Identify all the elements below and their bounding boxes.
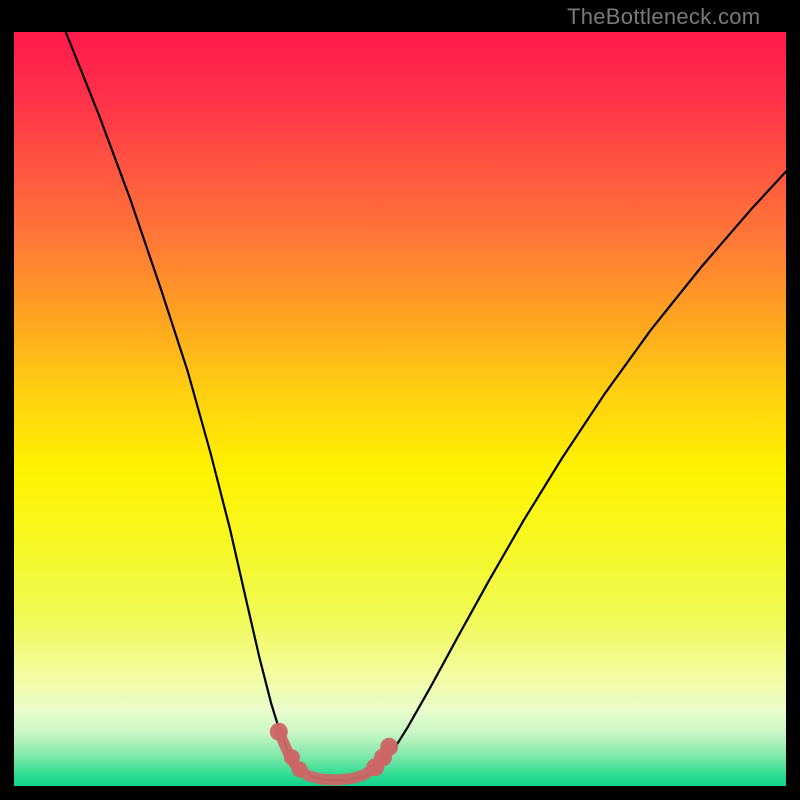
valley-marker-dot xyxy=(270,723,288,741)
valley-marker-dot xyxy=(380,738,398,756)
plot-area xyxy=(14,32,786,786)
chart-svg xyxy=(14,32,786,786)
watermark-text: TheBottleneck.com xyxy=(567,4,760,30)
gradient-background xyxy=(14,32,786,786)
valley-marker-dot xyxy=(292,761,308,777)
